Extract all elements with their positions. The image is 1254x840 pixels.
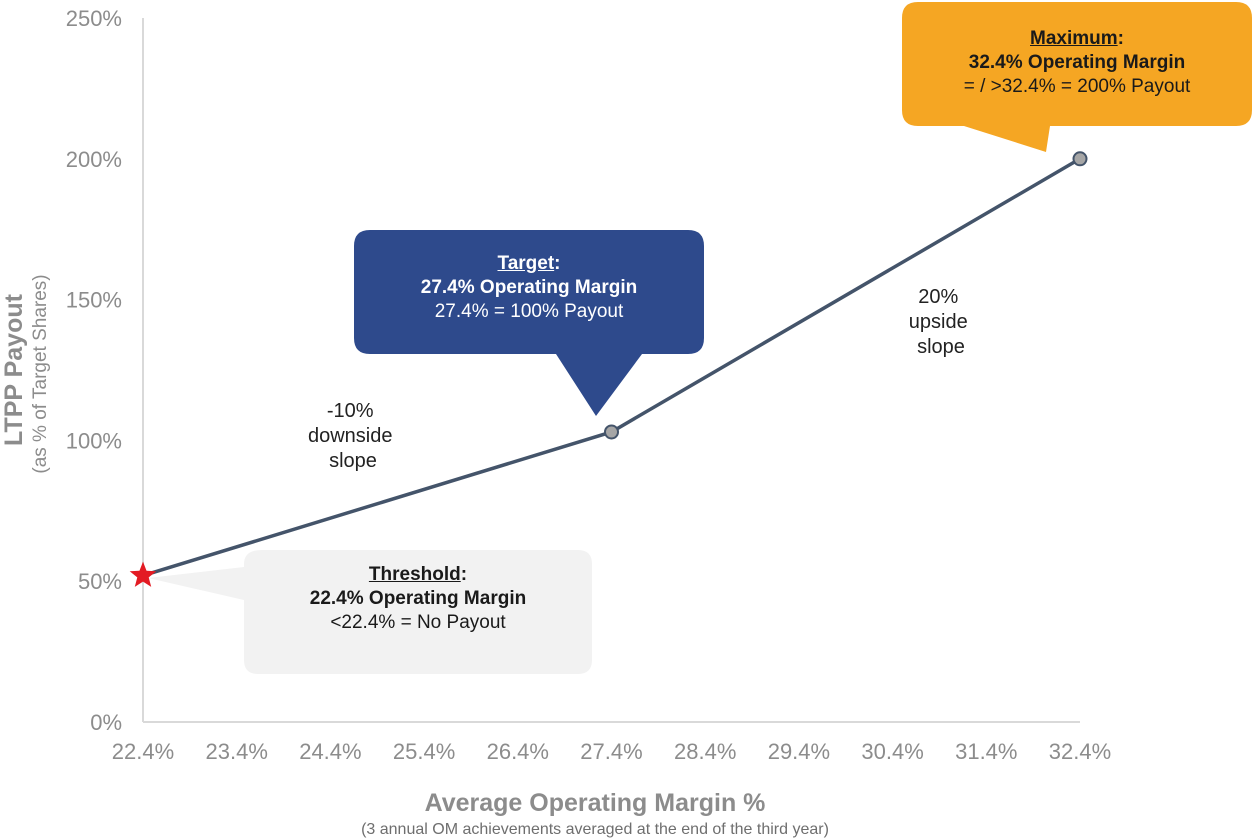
x-tick-label: 29.4% [768, 739, 830, 764]
maximum-callout-margin: 32.4% Operating Margin [968, 52, 1186, 73]
x-tick-label: 32.4% [1049, 739, 1111, 764]
x-axis-title: Average Operating Margin % [425, 789, 766, 817]
downside-slope-label: -10% downside slope [308, 400, 398, 472]
x-tick-label: 27.4% [580, 739, 642, 764]
x-axis-subtitle: (3 annual OM achievements averaged at th… [361, 821, 829, 838]
x-tick-label: 28.4% [674, 739, 736, 764]
y-axis-title: LTPP Payout [0, 293, 28, 446]
y-tick-label: 150% [66, 288, 122, 313]
x-tick-label: 30.4% [861, 739, 923, 764]
x-tick-label: 24.4% [299, 739, 361, 764]
y-tick-label: 250% [66, 6, 122, 31]
y-tick-label: 100% [66, 428, 122, 453]
y-tick-label: 200% [66, 147, 122, 172]
maximum-callout-box [902, 2, 1252, 152]
target-callout-payout: 27.4% = 100% Payout [434, 301, 624, 322]
x-tick-label: 25.4% [393, 739, 455, 764]
y-axis-subtitle: (as % of Target Shares) [30, 274, 51, 473]
x-tick-label: 26.4% [487, 739, 549, 764]
threshold-callout: Threshold: 22.4% Operating Margin <22.4%… [244, 563, 592, 635]
x-tick-label: 22.4% [112, 739, 174, 764]
maximum-callout-title: Maximum: [1030, 28, 1124, 49]
target-callout-margin: 27.4% Operating Margin [420, 277, 638, 298]
target-callout-title: Target: [497, 253, 561, 274]
threshold-callout-box [148, 550, 592, 674]
threshold-callout-title: Threshold: [368, 564, 468, 585]
threshold-callout-margin: 22.4% Operating Margin [309, 588, 527, 609]
threshold-star-marker [129, 561, 157, 587]
x-tick-label: 31.4% [955, 739, 1017, 764]
upside-slope-label: 20% upside slope [909, 286, 974, 358]
y-tick-label: 50% [78, 569, 122, 594]
maximum-point-marker [1072, 151, 1088, 167]
maximum-callout-payout: = / >32.4% = 200% Payout [963, 76, 1191, 97]
threshold-callout-payout: <22.4% = No Payout [330, 612, 506, 633]
y-tick-label: 0% [90, 710, 122, 735]
x-tick-label: 23.4% [206, 739, 268, 764]
target-callout-box [354, 230, 704, 416]
target-callout: Target: 27.4% Operating Margin 27.4% = 1… [354, 252, 704, 324]
maximum-callout: Maximum: 32.4% Operating Margin = / >32.… [902, 27, 1252, 99]
target-point-marker [604, 424, 619, 440]
